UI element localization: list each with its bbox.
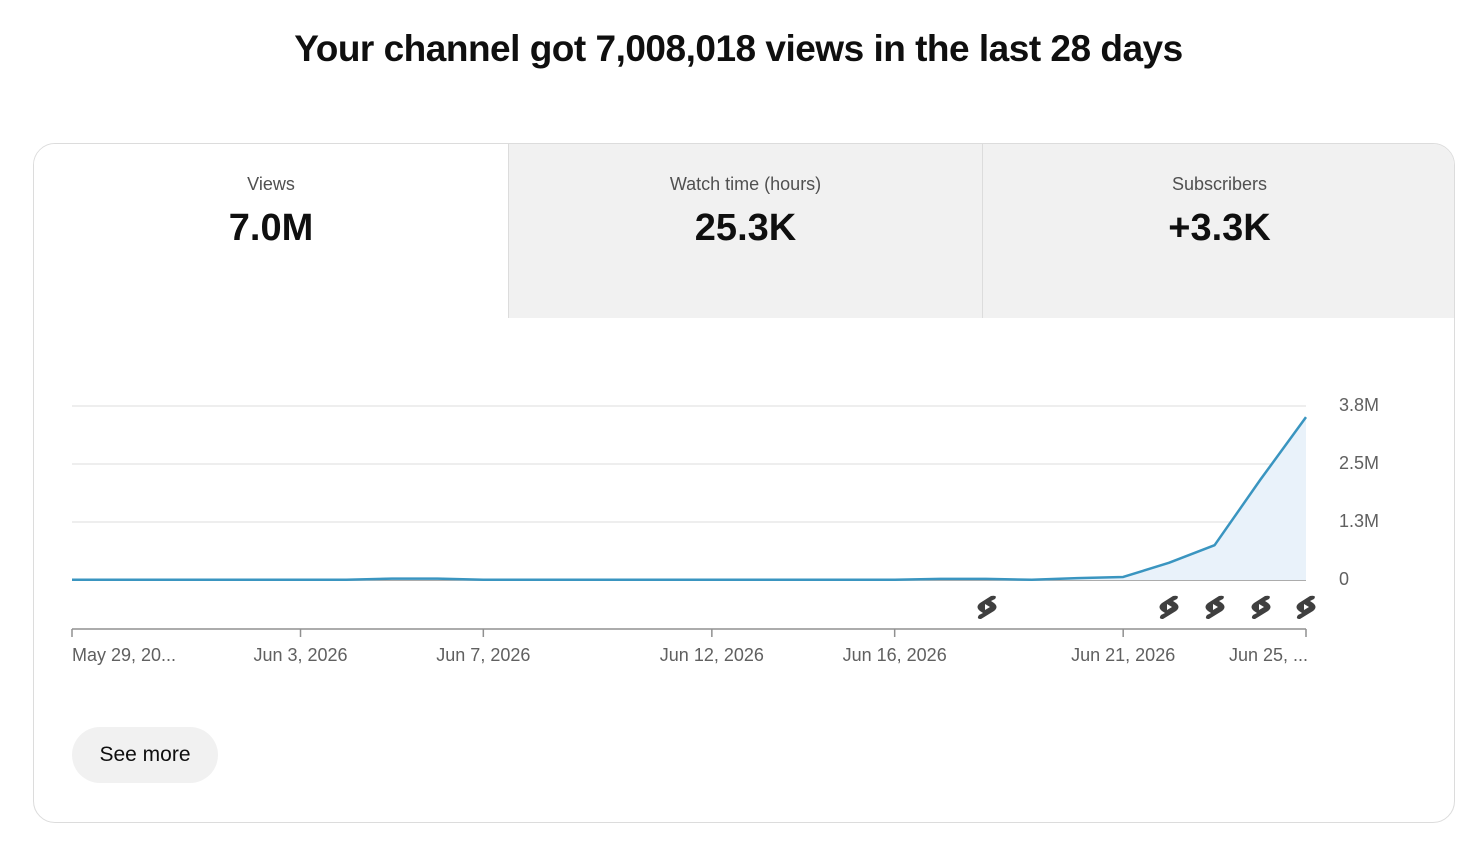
x-tick-label: Jun 16, 2026 xyxy=(843,645,947,665)
tab-label: Views xyxy=(247,174,295,194)
x-tick-label: Jun 3, 2026 xyxy=(253,645,347,665)
tab[interactable]: Watch time (hours) 25.3K xyxy=(508,144,982,318)
x-tick-label: Jun 7, 2026 xyxy=(436,645,530,665)
line xyxy=(72,416,1308,582)
tab-label: Subscribers xyxy=(1171,174,1268,194)
see-more-button[interactable]: See more xyxy=(72,727,218,783)
x-tick-label: Jun 12, 2026 xyxy=(660,645,764,665)
shorts-icon xyxy=(1296,595,1316,619)
tab-value: 25.3K xyxy=(694,207,797,249)
shorts-icon xyxy=(1205,595,1225,619)
shorts-icon xyxy=(1251,595,1271,619)
tab-value: +3.3K xyxy=(1168,207,1271,249)
y-tick-label: 1.3M xyxy=(1339,511,1379,531)
tab[interactable]: Subscribers +3.3K xyxy=(982,144,1454,318)
tab[interactable]: Views 7.0M xyxy=(34,144,508,318)
y-tick-label: 3.8M xyxy=(1339,395,1379,415)
x-tick-label: Jun 25, ... xyxy=(1229,645,1308,665)
shorts-icon xyxy=(977,595,997,619)
y-tick-label: 2.5M xyxy=(1339,453,1379,473)
page-title: Your channel got 7,008,018 views in the … xyxy=(294,28,1183,69)
y-tick-label: 0 xyxy=(1339,569,1349,589)
x-tick-label: Jun 21, 2026 xyxy=(1071,645,1175,665)
shorts-icons xyxy=(977,595,1316,619)
analytics-card: Views 7.0M Watch time (hours) 25.3K Subscr… xyxy=(33,143,1455,823)
shorts-icon xyxy=(1159,595,1179,619)
tab-label: Watch time (hours) xyxy=(669,174,822,194)
x-tick-label: May 29, 20... xyxy=(72,645,176,665)
area xyxy=(72,417,1306,580)
tab-value: 7.0M xyxy=(228,207,314,249)
